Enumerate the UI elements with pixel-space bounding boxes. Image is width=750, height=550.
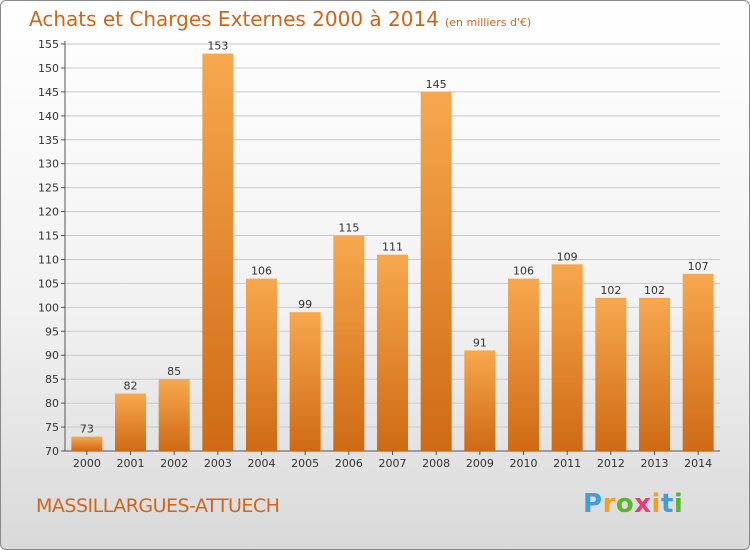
y-tick-label: 150 xyxy=(38,62,59,75)
chart-title-text: Achats et Charges Externes 2000 à 2014 xyxy=(29,7,439,31)
bar-2005 xyxy=(289,312,321,451)
y-tick-label: 110 xyxy=(38,253,59,266)
y-tick-label: 135 xyxy=(38,134,59,147)
x-tick-label: 2002 xyxy=(160,457,188,470)
x-tick-label: 2005 xyxy=(291,457,319,470)
bar-2001 xyxy=(115,393,146,451)
data-label: 91 xyxy=(473,336,487,349)
chart-title: Achats et Charges Externes 2000 à 2014 (e… xyxy=(29,7,531,31)
logo-letter: i xyxy=(651,489,661,519)
y-tick-label: 70 xyxy=(45,445,59,458)
bar-2011 xyxy=(551,264,583,451)
x-tick-label: 2001 xyxy=(117,457,145,470)
bars xyxy=(71,53,714,451)
y-tick-label: 85 xyxy=(45,373,59,386)
bar-2007 xyxy=(377,254,408,451)
y-tick-label: 90 xyxy=(45,349,59,362)
x-tick-label: 2011 xyxy=(553,457,581,470)
y-tick-label: 145 xyxy=(38,86,59,99)
data-label: 73 xyxy=(80,423,94,436)
y-tick-label: 100 xyxy=(38,301,59,314)
proxiti-logo[interactable]: Proxiti xyxy=(583,489,683,519)
x-tick-label: 2004 xyxy=(248,457,276,470)
data-label: 106 xyxy=(513,265,534,278)
bar-2014 xyxy=(682,273,714,451)
logo-letter: i xyxy=(673,489,684,519)
logo-letter: t xyxy=(660,489,674,519)
bar-2008 xyxy=(420,91,452,451)
data-label: 145 xyxy=(426,78,447,91)
data-label: 111 xyxy=(382,241,403,254)
bar-2009 xyxy=(464,350,496,451)
y-tick-label: 125 xyxy=(38,182,59,195)
y-tick-label: 80 xyxy=(45,397,59,410)
y-tick-label: 130 xyxy=(38,158,59,171)
x-tick-label: 2012 xyxy=(597,457,625,470)
labels: 70 75 80 85 90 95 100 105 110 115 120 125 130 135 140 1… xyxy=(38,38,712,470)
y-tick-label: 95 xyxy=(45,325,59,338)
bar-2003 xyxy=(202,53,234,451)
bar-2002 xyxy=(158,379,190,451)
data-label: 102 xyxy=(644,284,665,297)
data-label: 106 xyxy=(251,265,272,278)
bar-2004 xyxy=(246,278,277,451)
x-tick-label: 2000 xyxy=(73,457,101,470)
logo-letter: P xyxy=(583,489,603,519)
data-label: 99 xyxy=(298,298,312,311)
x-tick-label: 2008 xyxy=(422,457,450,470)
logo-letter: r xyxy=(602,489,616,519)
y-tick-label: 120 xyxy=(38,206,59,219)
y-tick-label: 140 xyxy=(38,110,59,123)
bar-2006 xyxy=(333,235,365,451)
chart-subtitle: (en milliers d'€) xyxy=(444,16,532,29)
x-tick-label: 2014 xyxy=(684,457,712,470)
data-label: 109 xyxy=(557,250,578,263)
data-label: 153 xyxy=(207,40,228,53)
x-tick-label: 2010 xyxy=(510,457,538,470)
x-tick-label: 2007 xyxy=(379,457,407,470)
y-tick-label: 75 xyxy=(45,421,59,434)
data-label: 107 xyxy=(688,260,709,273)
commune-name: MASSILLARGUES-ATTUECH xyxy=(36,495,280,517)
logo-letter: o xyxy=(615,489,635,519)
data-label: 85 xyxy=(167,365,181,378)
y-tick-label: 115 xyxy=(38,230,59,243)
x-tick-label: 2006 xyxy=(335,457,363,470)
x-tick-label: 2013 xyxy=(641,457,669,470)
logo-letter: x xyxy=(634,489,652,519)
bar-2000 xyxy=(71,436,103,451)
y-tick-label: 155 xyxy=(38,38,59,51)
bar-2012 xyxy=(595,297,627,451)
data-label: 115 xyxy=(338,222,359,235)
data-label: 82 xyxy=(124,380,138,393)
bar-2010 xyxy=(508,278,539,451)
bar-2013 xyxy=(639,297,670,451)
x-tick-label: 2009 xyxy=(466,457,494,470)
data-label: 102 xyxy=(600,284,621,297)
x-tick-label: 2003 xyxy=(204,457,232,470)
y-tick-label: 105 xyxy=(38,277,59,290)
